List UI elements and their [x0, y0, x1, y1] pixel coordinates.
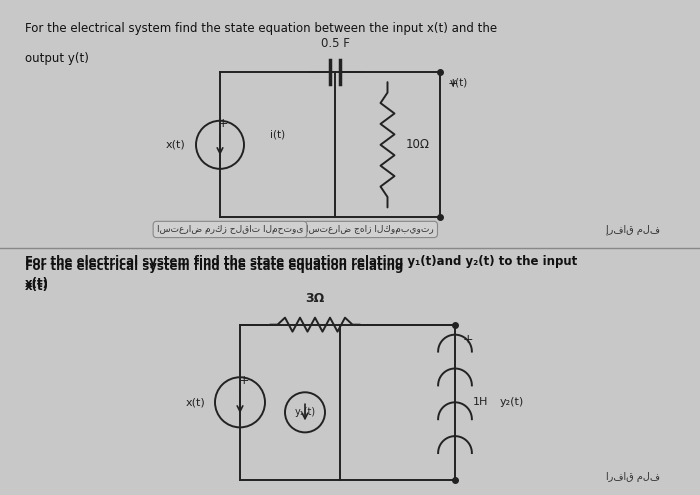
Text: 1H: 1H: [473, 397, 489, 407]
Text: x(t): x(t): [186, 397, 205, 407]
Text: إرفاق ملف: إرفاق ملف: [606, 224, 660, 235]
Text: v(t): v(t): [450, 77, 468, 87]
Text: For the electrical system find the state equation relating y₁(t)and y₂(t) to the: For the electrical system find the state…: [25, 254, 578, 267]
Text: استعراض جهاز الكومبيوتر: استعراض جهاز الكومبيوتر: [306, 225, 434, 234]
Text: i(t): i(t): [270, 130, 285, 140]
Text: For the electrical system find the state equation between the input x(t) and the: For the electrical system find the state…: [25, 22, 497, 35]
Text: +: +: [239, 374, 249, 387]
Text: x(t): x(t): [25, 280, 49, 293]
Text: x(t): x(t): [165, 140, 185, 150]
Text: output y(t): output y(t): [25, 52, 89, 65]
Text: +: +: [448, 77, 458, 90]
Text: x(t): x(t): [25, 277, 49, 290]
Text: 0.5 F: 0.5 F: [321, 37, 349, 50]
Text: y₁(t): y₁(t): [295, 407, 316, 417]
Text: ارفاق ملف: ارفاق ملف: [606, 472, 660, 482]
Text: +: +: [463, 333, 474, 346]
Text: +: +: [218, 117, 228, 130]
Text: 3Ω: 3Ω: [305, 292, 325, 304]
Text: y₂(t): y₂(t): [500, 397, 524, 407]
Text: استعراض مركز حلقات المحتوى: استعراض مركز حلقات المحتوى: [157, 225, 303, 234]
Text: 10Ω: 10Ω: [405, 138, 430, 151]
Text: For the electrical system find the state equation relating: For the electrical system find the state…: [25, 259, 407, 273]
